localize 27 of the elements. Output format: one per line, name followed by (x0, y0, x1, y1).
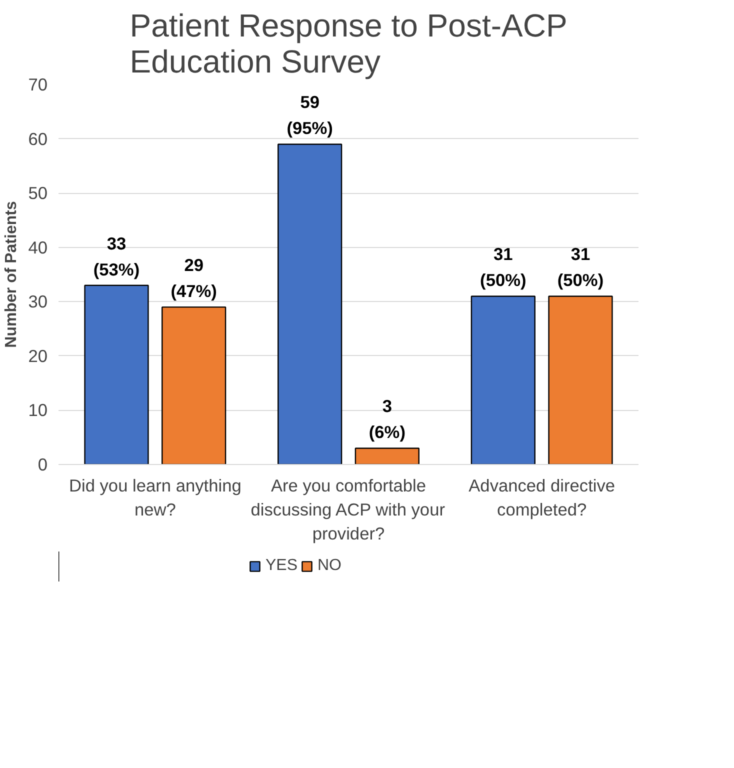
x-tick-label: Are you comfortable discussing ACP with your provider? (250, 476, 446, 544)
y-tick-label: 60 (28, 128, 48, 149)
bar (162, 306, 226, 464)
y-tick-label: 10 (28, 400, 48, 420)
chart-title: Patient Response to Post-ACP Education Survey (130, 8, 568, 80)
legend-label: YES (265, 557, 298, 575)
y-tick-label: 20 (28, 346, 48, 366)
bar (84, 284, 149, 464)
y-tick-label: 40 (28, 237, 48, 258)
bar (548, 296, 613, 464)
y-tick-label: 0 (38, 454, 48, 474)
x-tick-label: Did you learn anything new? (68, 476, 242, 520)
bar (278, 144, 342, 464)
y-axis-title: Number of Patients (3, 201, 20, 348)
data-label: 33 (53%) (93, 233, 140, 280)
data-label: 31 (50%) (557, 244, 604, 290)
y-tick-label: 30 (28, 292, 48, 312)
bar (470, 296, 536, 464)
x-tick-label: Advanced directive completed? (468, 476, 616, 520)
data-label: 31 (50%) (480, 244, 526, 290)
bar (354, 448, 420, 464)
y-tick-label: 50 (28, 183, 48, 204)
data-label: 3 (6%) (368, 396, 406, 442)
data-label: 29 (47%) (170, 255, 217, 302)
legend-label: NO (317, 557, 342, 575)
y-tick-label: 70 (28, 74, 48, 94)
data-label: 59 (95%) (286, 92, 333, 138)
